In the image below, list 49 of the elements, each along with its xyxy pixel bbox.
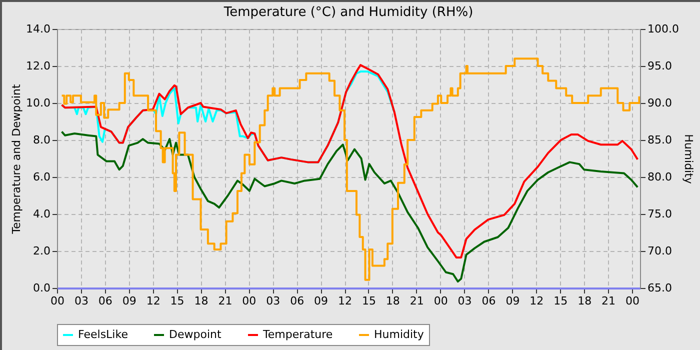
y-tick-label: 4.0 <box>33 208 50 220</box>
x-tick-label: 15 <box>362 294 376 308</box>
x-tick-label: 15 <box>170 294 184 308</box>
x-tick-label: 00 <box>242 294 256 308</box>
x-tick-label: 15 <box>554 294 568 308</box>
x-tick-label: 18 <box>386 294 400 308</box>
x-tick-label: 12 <box>530 294 544 308</box>
x-tick-label: 18 <box>578 294 592 308</box>
y2-tick-label: 100.0 <box>648 22 679 36</box>
y2-tick-label: 85.0 <box>648 134 672 146</box>
x-tick-label: 03 <box>74 294 88 308</box>
x-tick-label: 09 <box>122 294 136 308</box>
line-series <box>60 130 639 283</box>
y-tick-label: 8.0 <box>33 134 50 146</box>
x-tick-label: 00 <box>50 294 64 308</box>
y2-tick-label: 95.0 <box>648 60 672 72</box>
y-tick-label: 12.0 <box>26 60 50 72</box>
x-tick-label: 21 <box>602 294 616 308</box>
x-tick-label: 03 <box>458 294 472 308</box>
x-tick-label: 09 <box>506 294 520 308</box>
x-tick-label: 03 <box>266 294 280 308</box>
y2-tick-label: 70.0 <box>648 244 672 258</box>
x-tick-label: 12 <box>338 294 352 308</box>
x-tick-label: 21 <box>410 294 424 308</box>
legend-label: Dewpoint <box>169 328 222 341</box>
y-axis-title: Temperature and Dewpoint <box>10 83 24 235</box>
x-tick-label: 06 <box>482 294 496 308</box>
x-tick-label: 00 <box>626 294 640 308</box>
x-tick-label: 00 <box>434 294 448 308</box>
x-tick-label: 09 <box>314 294 328 308</box>
y2-tick-label: 75.0 <box>648 208 672 220</box>
y-tick-label: 2.0 <box>33 244 50 258</box>
x-tick-label: 21 <box>218 294 232 308</box>
y-tick-label: 14.0 <box>26 22 50 36</box>
legend-label: Temperature <box>262 328 333 341</box>
y2-tick-label: 90.0 <box>648 96 672 110</box>
legend-label: FeelsLike <box>78 328 128 341</box>
legend-label: Humidity <box>374 328 424 341</box>
y2-axis-title: Humidity <box>682 134 695 184</box>
y2-tick-label: 80.0 <box>648 170 672 184</box>
y-tick-label: 6.0 <box>33 170 50 184</box>
y-tick-label: 10.0 <box>26 96 50 110</box>
chart-title: Temperature (°C) and Humidity (RH%) <box>222 5 474 20</box>
x-tick-label: 06 <box>290 294 304 308</box>
y-tick-label: 0.0 <box>33 282 50 294</box>
x-tick-label: 18 <box>194 294 208 308</box>
x-tick-label: 06 <box>98 294 112 308</box>
y2-tick-label: 65.0 <box>648 282 672 294</box>
x-tick-label: 12 <box>146 294 160 308</box>
